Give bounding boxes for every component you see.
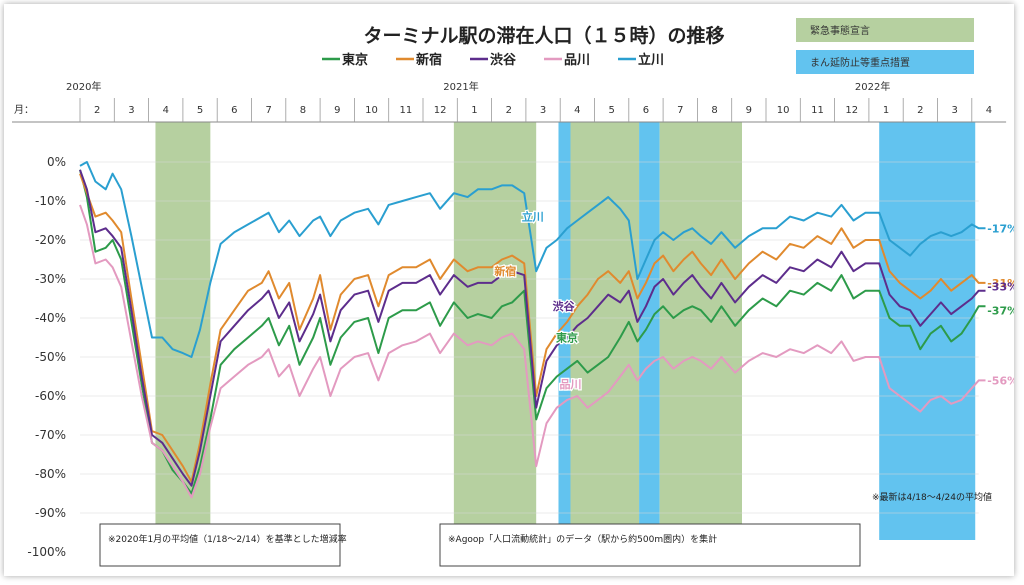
month-tick-label: 9 xyxy=(334,105,340,116)
chart-canvas: ターミナル駅の滞在人口（１５時）の推移 東京 新宿 渋谷 品川 立川 緊急事態宣言まん延… xyxy=(12,18,1014,567)
y-tick-label: -70% xyxy=(35,428,66,442)
month-tick-label: 7 xyxy=(677,105,683,116)
year-label: 2020年 xyxy=(66,80,101,93)
month-tick-label: 7 xyxy=(265,105,271,116)
y-tick-label: -100% xyxy=(27,545,66,559)
band-priority-4 xyxy=(639,122,660,540)
note-baseline: ※2020年1月の平均値（1/18〜2/14）を基準とした増減率 xyxy=(108,533,347,545)
series-labels: 東京 -37% 新宿 -31% 渋谷 -33% 品川 -56% 立川 -17% xyxy=(493,208,1014,392)
band-legend-swatch-emergency xyxy=(796,18,974,42)
note-box-source: ※Agoop「人口流動統計」のデータ（駅から約500m圏内）を集計 xyxy=(439,523,861,567)
series-end-label-新宿: -31% xyxy=(987,277,1014,290)
series-label-渋谷: 渋谷 xyxy=(553,299,576,313)
month-tick-label: 5 xyxy=(197,105,203,116)
x-axis-prefix: 月： xyxy=(14,104,34,116)
y-tick-label: -20% xyxy=(35,233,66,247)
month-tick-label: 11 xyxy=(399,105,412,116)
series-end-label-東京: -37% xyxy=(987,304,1014,317)
month-tick-label: 3 xyxy=(540,105,546,116)
month-tick-label: 2 xyxy=(506,105,512,116)
legend-label-東京: 東京 xyxy=(342,52,368,68)
month-tick-label: 12 xyxy=(434,105,447,116)
month-tick-label: 1 xyxy=(883,105,889,116)
month-tick-label: 3 xyxy=(951,105,957,116)
series-label-東京: 東京 xyxy=(556,330,578,344)
month-tick-label: 10 xyxy=(365,105,378,116)
band-emergency-1 xyxy=(453,122,537,540)
note-latest: ※最新は4/18〜4/24の平均値 xyxy=(872,491,992,503)
month-tick-label: 10 xyxy=(777,105,790,116)
band-legend-label-emergency: 緊急事態宣言 xyxy=(810,24,870,37)
legend-label-品川: 品川 xyxy=(564,53,590,68)
x-axis: 月： 2 3 4 5 6 7 8 9 10 11 12 1 2 3 4 5 6 7 8 9 10 11 12 1 2 3 42020年… xyxy=(12,80,1007,123)
note-source: ※Agoop「人口流動統計」のデータ（駅から約500m圏内）を集計 xyxy=(448,533,717,545)
month-tick-label: 2 xyxy=(917,105,923,116)
y-tick-label: -60% xyxy=(35,389,66,403)
y-tick-label: -40% xyxy=(35,311,66,325)
y-tick-label: -50% xyxy=(35,350,66,364)
month-tick-label: 4 xyxy=(163,105,169,116)
series-line-渋谷 xyxy=(79,169,986,487)
band-emergency-5 xyxy=(659,122,742,540)
band-emergency-0 xyxy=(155,122,211,540)
y-tick-label: -90% xyxy=(35,506,66,520)
chart-frame: ターミナル駅の滞在人口（１５時）の推移 東京 新宿 渋谷 品川 立川 緊急事態宣言 まん延… xyxy=(4,4,1014,576)
y-tick-label: -80% xyxy=(35,467,66,481)
legend-label-渋谷: 渋谷 xyxy=(490,52,517,68)
y-axis: 0% -10% -20% -30% -40% -50% -60% -70% -80% -90% -1… xyxy=(27,155,66,559)
month-tick-label: 1 xyxy=(471,105,477,116)
band-emergency-3 xyxy=(570,122,640,540)
series-label-品川: 品川 xyxy=(559,378,581,391)
chart-title: ターミナル駅の滞在人口（１５時）の推移 xyxy=(363,24,724,47)
series-line-立川 xyxy=(79,161,986,358)
series-label-新宿: 新宿 xyxy=(494,264,516,278)
y-tick-label: 0% xyxy=(47,155,66,169)
month-tick-label: 5 xyxy=(608,105,614,116)
series-line-東京 xyxy=(79,169,986,495)
band-priority-6 xyxy=(879,122,976,540)
month-tick-label: 6 xyxy=(643,105,649,116)
series-end-label-立川: -17% xyxy=(987,222,1014,235)
month-tick-label: 2 xyxy=(94,105,100,116)
month-tick-label: 4 xyxy=(986,105,992,116)
month-tick-label: 8 xyxy=(711,105,717,116)
month-tick-label: 8 xyxy=(300,105,306,116)
month-tick-label: 9 xyxy=(746,105,752,116)
legend-label-立川: 立川 xyxy=(638,52,664,68)
month-tick-label: 11 xyxy=(811,105,824,116)
month-tick-label: 3 xyxy=(128,105,134,116)
month-tick-label: 4 xyxy=(574,105,580,116)
note-box-left: ※2020年1月の平均値（1/18〜2/14）を基準とした増減率 xyxy=(99,523,347,567)
month-tick-label: 6 xyxy=(231,105,237,116)
year-label: 2021年 xyxy=(443,80,478,93)
band-priority-2 xyxy=(558,122,571,540)
band-legend-label-priority: まん延防止等重点措置 xyxy=(810,56,910,69)
year-label: 2022年 xyxy=(855,80,890,93)
series-layer xyxy=(79,161,986,499)
month-tick-label: 12 xyxy=(845,105,858,116)
series-line-新宿 xyxy=(79,173,986,483)
y-tick-label: -30% xyxy=(35,272,66,286)
series-end-label-品川: -56% xyxy=(987,374,1014,387)
series-end-label-渋谷: -33% xyxy=(987,281,1014,294)
band-legend-swatch-priority xyxy=(796,50,974,74)
legend-label-新宿: 新宿 xyxy=(416,52,442,68)
series-label-立川: 立川 xyxy=(522,210,544,224)
series-legend: 東京 新宿 渋谷 品川 立川 xyxy=(322,52,664,68)
y-tick-label: -10% xyxy=(35,194,66,208)
series-line-品川 xyxy=(79,204,986,499)
